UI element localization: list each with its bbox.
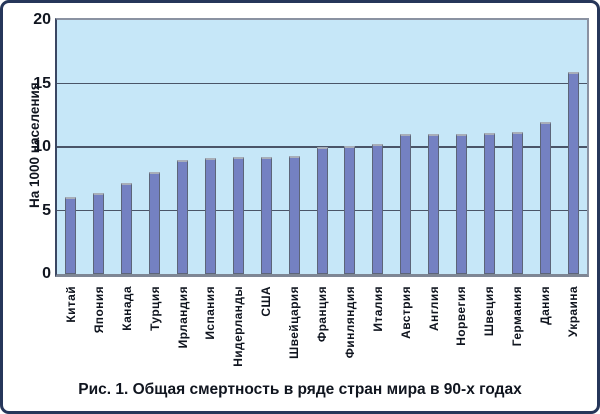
- bar-Китай: [65, 196, 77, 274]
- bar-Италия: [372, 144, 384, 274]
- bar-Австрия: [400, 134, 412, 274]
- bar-Дания: [539, 121, 551, 274]
- x-category-label: Италия: [370, 286, 385, 332]
- bar-Швейцария: [288, 155, 300, 274]
- x-category-label: Швейцария: [287, 286, 302, 359]
- x-category-label: Германия: [510, 286, 525, 347]
- x-category-label: Австрия: [398, 286, 413, 339]
- y-tick-label-20: 20: [33, 11, 51, 28]
- x-category-label: Норвегия: [454, 286, 469, 346]
- bar-Англия: [428, 134, 440, 274]
- bar-Япония: [93, 192, 105, 274]
- bar-Ирландия: [177, 159, 189, 274]
- x-category-label: Англия: [426, 286, 441, 332]
- bar-Германия: [511, 131, 523, 274]
- x-category-label: Дания: [538, 286, 553, 325]
- bar-Финляндия: [344, 145, 356, 274]
- bar-chart: На 1000 населения 0 5 10 15 20 Китай Япония Кан…: [3, 3, 597, 411]
- x-category-label: Нидерланды: [231, 286, 246, 367]
- bar-Испания: [204, 158, 216, 274]
- y-tick-label-5: 5: [42, 201, 51, 219]
- gridline-15: [57, 82, 587, 85]
- x-category-label: Турция: [147, 286, 162, 331]
- bar-Турция: [149, 172, 161, 274]
- bar-США: [260, 157, 272, 274]
- plot-area: [55, 18, 589, 277]
- bar-Франция: [316, 147, 328, 274]
- bar-Швеция: [483, 133, 495, 274]
- x-category-label: Франция: [315, 286, 329, 343]
- x-category-label: Финляндия: [342, 286, 357, 359]
- y-tick-label-0: 0: [42, 265, 51, 282]
- y-tick-label-10: 10: [33, 138, 51, 155]
- x-category-label: Канада: [119, 286, 134, 331]
- x-category-label: США: [259, 286, 274, 317]
- x-category-label: Япония: [91, 286, 106, 334]
- x-category-label: Ирландия: [175, 286, 190, 349]
- y-tick-label-15: 15: [33, 74, 51, 92]
- x-category-label: Испания: [203, 286, 218, 340]
- bar-Канада: [121, 182, 133, 274]
- x-category-label: Швеция: [482, 286, 497, 337]
- figure-caption: Рис. 1. Общая смертность в ряде стран ми…: [78, 381, 522, 398]
- bar-Норвегия: [455, 134, 467, 274]
- x-category-label: Китай: [63, 286, 78, 323]
- x-category-label: Украина: [566, 286, 581, 338]
- bar-Нидерланды: [232, 157, 244, 274]
- bar-Украина: [567, 72, 579, 274]
